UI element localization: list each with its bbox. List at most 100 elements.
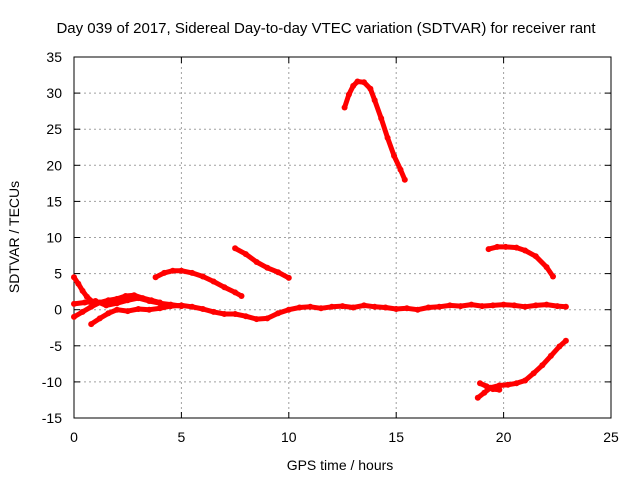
data-point [328, 303, 335, 310]
data-point [485, 246, 492, 253]
series-track-d [88, 302, 569, 327]
data-point [79, 287, 86, 294]
data-point [156, 305, 163, 312]
data-point [275, 310, 282, 317]
x-tick-label: 15 [388, 429, 404, 445]
data-point [547, 352, 554, 359]
x-axis-label: GPS time / hours [287, 457, 394, 473]
data-point [114, 300, 120, 307]
data-point [425, 304, 432, 311]
data-point [210, 308, 217, 315]
y-tick-label: 0 [54, 302, 62, 318]
data-point [199, 306, 206, 312]
grid [74, 57, 611, 418]
data-point [502, 243, 509, 250]
data-point [397, 166, 404, 173]
data-point [382, 304, 389, 311]
data-point [554, 303, 561, 310]
data-point [124, 297, 131, 304]
data-point [146, 306, 153, 313]
x-tick-label: 0 [70, 429, 78, 445]
data-point [562, 303, 569, 310]
data-point [238, 293, 245, 299]
data-point [513, 380, 520, 387]
series-group [71, 78, 569, 401]
data-point [105, 310, 112, 317]
data-point [81, 299, 88, 306]
data-point [371, 97, 378, 104]
data-point [361, 79, 367, 86]
data-point [318, 305, 324, 312]
data-point [522, 303, 529, 310]
x-tick-label: 5 [178, 429, 186, 445]
data-point [354, 78, 361, 85]
data-point [285, 274, 292, 281]
data-point [371, 303, 378, 310]
data-point [414, 306, 421, 313]
data-point [124, 308, 131, 315]
data-point [75, 280, 82, 287]
data-point [562, 337, 569, 344]
data-point [71, 313, 77, 320]
data-point [103, 302, 110, 309]
data-point [178, 267, 185, 274]
data-point [494, 243, 501, 250]
data-point [367, 85, 374, 92]
data-point [71, 300, 77, 307]
data-point [401, 176, 408, 183]
y-tick-label: 30 [46, 85, 62, 101]
data-point [264, 315, 271, 322]
data-point [135, 306, 142, 312]
data-point [530, 370, 537, 377]
data-point [275, 269, 282, 276]
y-tick-label: 15 [46, 193, 62, 209]
data-point [457, 303, 464, 310]
y-tick-label: -5 [50, 338, 63, 354]
y-tick-label: 5 [54, 266, 62, 282]
data-point [264, 264, 271, 271]
data-point [532, 302, 539, 309]
y-tick-label: 10 [46, 230, 62, 246]
data-point [232, 311, 239, 317]
data-point [522, 377, 529, 384]
data-point [539, 362, 546, 369]
data-point [71, 274, 77, 281]
data-point [285, 306, 292, 313]
data-point [341, 104, 348, 111]
data-point [522, 247, 529, 254]
data-point [543, 264, 550, 271]
data-point [79, 308, 86, 315]
data-point [178, 302, 185, 309]
data-point [221, 284, 228, 291]
x-tick-label: 20 [496, 429, 512, 445]
y-axis-label: SDTVAR / TECUs [6, 181, 22, 293]
data-point [350, 82, 357, 89]
data-point [221, 311, 228, 317]
data-point [556, 343, 563, 350]
data-point [253, 316, 260, 323]
data-point [242, 251, 249, 258]
data-point [468, 301, 475, 308]
data-point [532, 253, 539, 260]
data-point [489, 302, 496, 309]
x-tick-label: 25 [603, 429, 619, 445]
data-point [156, 300, 163, 307]
data-point [391, 152, 398, 159]
data-point [350, 304, 357, 311]
data-point [152, 274, 159, 281]
data-point [242, 313, 249, 320]
data-point [92, 298, 99, 304]
data-point [384, 134, 391, 141]
series-track-j [477, 380, 502, 393]
data-point [167, 303, 174, 310]
data-point [161, 269, 168, 276]
data-point [296, 304, 303, 311]
data-point [210, 278, 217, 285]
data-point [96, 315, 103, 322]
series-track-h [486, 244, 556, 279]
data-point [511, 302, 518, 309]
data-point [361, 302, 367, 309]
data-point [436, 303, 443, 310]
x-tick-label: 10 [281, 429, 297, 445]
